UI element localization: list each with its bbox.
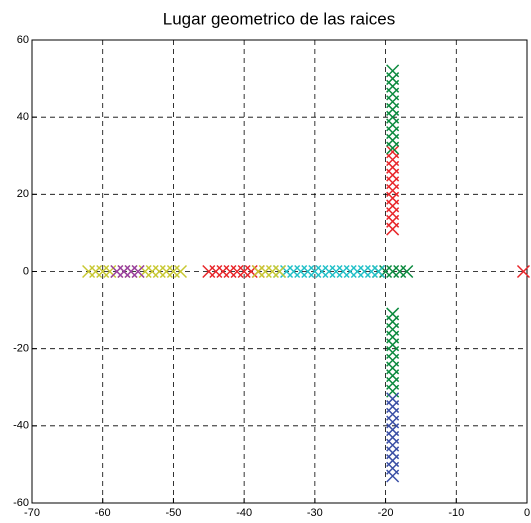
point	[516, 264, 530, 279]
point	[386, 469, 400, 483]
x-tick-label: -10	[448, 507, 464, 519]
point	[386, 145, 400, 159]
plot-frame	[31, 39, 528, 504]
x-tick-label: -30	[307, 507, 323, 519]
x-tick-label: -40	[236, 507, 252, 519]
point	[173, 264, 188, 279]
x-tick-label: -50	[165, 507, 181, 519]
y-tick-label: -20	[13, 343, 29, 355]
x-tick-label: -60	[95, 507, 111, 519]
y-tick-label: -40	[13, 420, 29, 432]
y-tick-label: 0	[23, 265, 29, 277]
point	[386, 64, 400, 78]
point	[371, 264, 386, 279]
x-tick-label: -20	[378, 507, 394, 519]
y-tick-label: 20	[17, 188, 29, 200]
y-tick-label: -60	[13, 497, 29, 509]
y-tick-label: 40	[17, 111, 29, 123]
x-tick-label: -70	[24, 507, 40, 519]
x-tick-label: 0	[524, 507, 530, 519]
y-tick-label: 60	[17, 34, 29, 46]
point	[400, 264, 414, 279]
point	[131, 264, 145, 279]
point	[272, 264, 287, 279]
chart-title: Lugar geometrico de las raices	[163, 9, 395, 28]
